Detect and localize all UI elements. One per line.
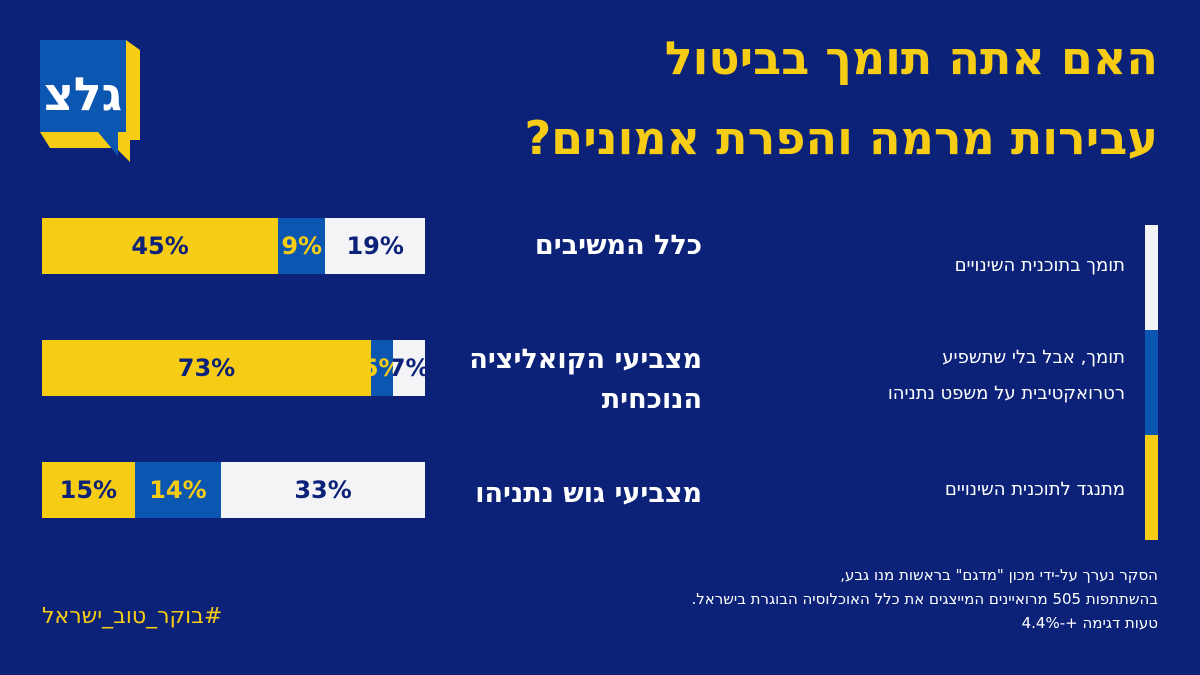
segment-oppose: 73% (42, 340, 371, 396)
segment-support: 33% (221, 462, 425, 518)
legend-label-support: תומך בתוכנית השינויים (954, 255, 1125, 276)
legend-swatch-support (1145, 225, 1158, 330)
note-line-3: טעות דגימה +-4.4% (1021, 614, 1158, 632)
segment-support-no-retro: 5% (370, 340, 394, 396)
segment-support: 19% (325, 218, 425, 274)
chart-title: האם אתה תומך בביטול עבירות מרמה והפרת אמ… (358, 18, 1159, 178)
survey-note: הסקר נערך על-ידי מכון "מדגם" בראשות מנו … (538, 563, 1158, 635)
data-label: 9% (281, 232, 323, 260)
legend-label-line2: רטרואקטיבית על משפט נתניהו (887, 383, 1125, 404)
data-label: 7% (393, 354, 425, 382)
bar-row-2: 33% 14% 15% (42, 462, 425, 518)
row-label-coalition-line1: מצביעי הקואליציה (469, 344, 702, 375)
note-line-1: הסקר נערך על-ידי מכון "מדגם" בראשות מנו … (840, 566, 1158, 584)
hashtag: #בוקר_טוב_ישראל (42, 604, 223, 629)
legend-label-support-no-retro: תומך, אבל בלי שתשפיע רטרואקטיבית על משפט… (805, 340, 1125, 412)
legend-swatch-oppose (1145, 435, 1158, 540)
segment-support: 7% (393, 340, 425, 396)
data-label: 15% (59, 476, 118, 504)
row-label-netanyahu-bloc: מצביעי גוש נתניהו (475, 478, 702, 509)
bar-row-0: 19% 9% 45% (42, 218, 425, 274)
svg-text:גלצ: גלצ (44, 67, 122, 121)
note-line-2: בהשתתפות 505 מרואיינים המייצגים את כלל ה… (691, 590, 1158, 608)
segment-oppose: 15% (42, 462, 135, 518)
legend-label-line1: תומך, אבל בלי שתשפיע (942, 347, 1125, 368)
legend-label-oppose: מתנגד לתוכנית השינויים (944, 479, 1125, 500)
data-label: 73% (177, 354, 236, 382)
row-label-all: כלל המשיבים (534, 230, 702, 261)
row-label-coalition: מצביעי הקואליציה הנוכחית (422, 340, 702, 420)
title-line-1: האם אתה תומך בביטול (664, 31, 1158, 85)
row-label-coalition-line2: הנוכחית (601, 384, 702, 415)
data-label: 19% (346, 232, 404, 260)
segment-oppose: 45% (42, 218, 279, 274)
data-label: 33% (294, 476, 352, 504)
title-line-2: עבירות מרמה והפרת אמונים? (524, 111, 1159, 165)
segment-support-no-retro: 9% (278, 218, 326, 274)
data-label: 14% (149, 476, 207, 504)
legend-swatch-support-no-retro (1145, 330, 1158, 435)
logo: גלצ (40, 40, 140, 162)
data-label: 5% (371, 354, 394, 382)
bar-row-1: 7%5% 73% (42, 340, 425, 396)
data-label: 45% (131, 232, 189, 260)
segment-support-no-retro: 14% (134, 462, 222, 518)
